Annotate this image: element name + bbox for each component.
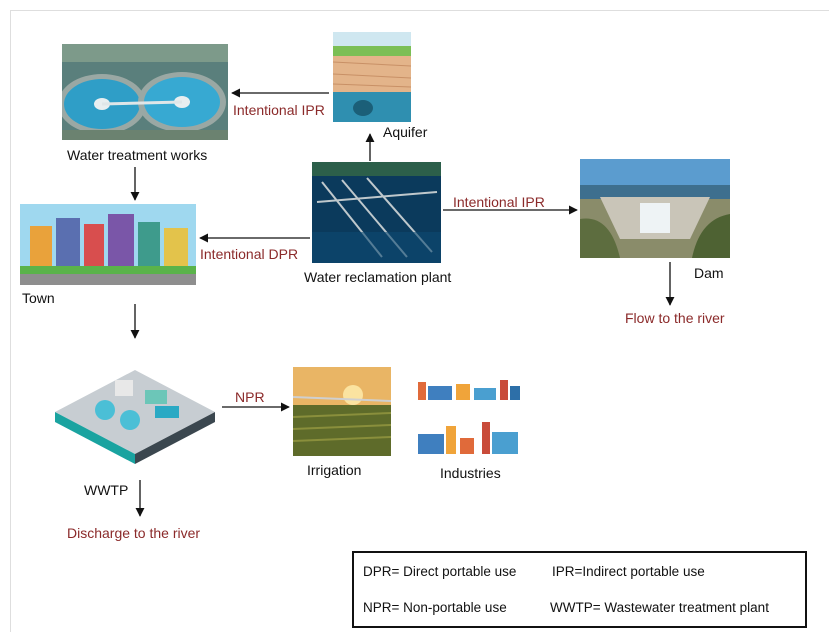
town-image (20, 204, 196, 285)
town-label: Town (22, 290, 55, 306)
aquifer-image (333, 32, 411, 122)
dam-label: Dam (694, 265, 724, 281)
dam-river-label: Flow to the river (625, 310, 725, 326)
irrigation-image (293, 367, 391, 456)
water-reclamation-plant-image (312, 162, 441, 263)
industries-label: Industries (440, 465, 501, 481)
wwtp-image (45, 340, 221, 475)
reclamation-label: Water reclamation plant (304, 269, 452, 285)
wwtp-river-label: Discharge to the river (67, 525, 201, 541)
industries-image (414, 360, 522, 458)
legend-ipr: IPR=Indirect portable use (552, 564, 705, 579)
legend-npr: NPR= Non-portable use (363, 600, 507, 615)
legend-dpr: DPR= Direct portable use (363, 564, 517, 579)
legend-wwtp: WWTP= Wastewater treatment plant (550, 600, 769, 615)
edge-label-dpr-town: Intentional DPR (200, 246, 299, 262)
edge-label-ipr-aquifer: Intentional IPR (233, 102, 325, 118)
edge-label-npr: NPR (235, 389, 265, 405)
water-treatment-works-image (62, 44, 228, 140)
dam-image (580, 159, 730, 258)
wwtp-label: WWTP (84, 482, 129, 498)
irrigation-label: Irrigation (307, 462, 362, 478)
water-treatment-label: Water treatment works (67, 147, 208, 163)
edge-label-ipr-dam: Intentional IPR (453, 194, 545, 210)
legend-box: DPR= Direct portable use IPR=Indirect po… (352, 551, 807, 628)
figure-frame (10, 10, 829, 632)
aquifer-label: Aquifer (383, 124, 428, 140)
